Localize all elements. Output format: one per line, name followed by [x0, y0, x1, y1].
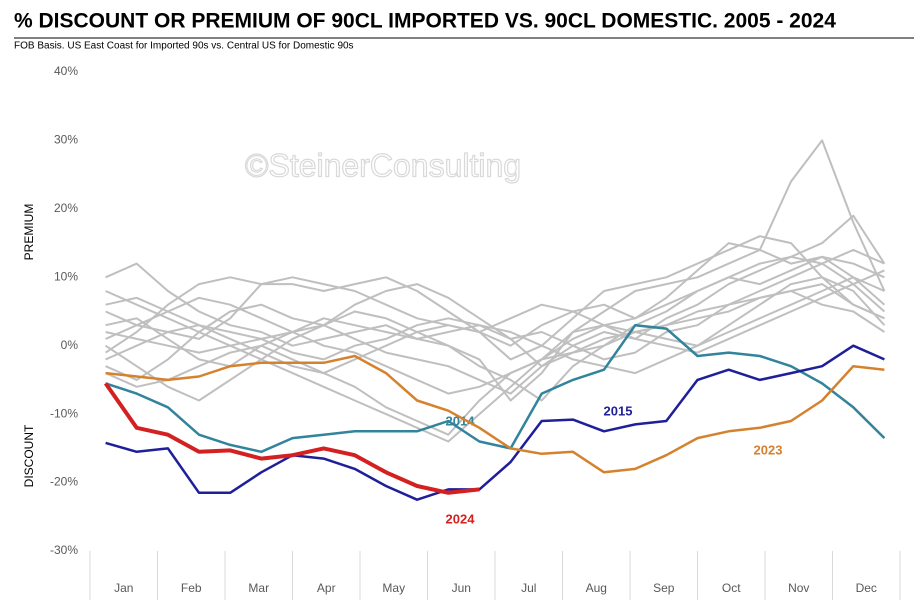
- chart-title: % DISCOUNT OR PREMIUM OF 90CL IMPORTED V…: [14, 10, 836, 33]
- y-tick-label: -30%: [50, 543, 78, 557]
- x-tick-label: Mar: [248, 581, 269, 595]
- y-tick-label: -20%: [50, 475, 78, 489]
- series-label: 2023: [754, 442, 783, 457]
- y-axis-label-top: PREMIUM: [22, 204, 36, 261]
- x-tick-label: Feb: [181, 581, 202, 595]
- y-tick-label: 20%: [54, 201, 78, 215]
- x-tick-label: Sep: [653, 581, 675, 595]
- series-line: [105, 269, 885, 395]
- series-line: [105, 283, 885, 368]
- x-tick-label: May: [382, 581, 405, 595]
- series-line: [105, 323, 886, 454]
- series-line: [105, 290, 885, 436]
- y-tick-label: 30%: [54, 133, 78, 147]
- series-label: 2014: [446, 413, 476, 428]
- series-label: 2015: [604, 403, 633, 418]
- y-tick-label: 40%: [54, 64, 78, 78]
- x-tick-label: Jan: [114, 581, 133, 595]
- x-tick-label: Oct: [722, 581, 741, 595]
- x-tick-label: Dec: [856, 581, 877, 595]
- x-tick-label: Jul: [521, 581, 536, 595]
- series-line: [105, 214, 886, 443]
- x-tick-label: Apr: [317, 581, 336, 595]
- x-tick-label: Nov: [788, 581, 809, 595]
- y-tick-label: -10%: [50, 406, 78, 420]
- series-line: [105, 255, 886, 402]
- series-line: [105, 276, 886, 375]
- series-line: [103, 382, 480, 495]
- series-label: 2024: [446, 511, 476, 526]
- y-tick-label: 10%: [54, 269, 78, 283]
- series-line: [105, 354, 885, 474]
- series-line: [105, 344, 885, 501]
- subtitle: FOB Basis. US East Coast for Imported 90…: [14, 41, 354, 52]
- x-tick-label: Aug: [586, 581, 607, 595]
- watermark: ©SteinerConsulting: [245, 147, 521, 183]
- series-line: [105, 242, 885, 347]
- series-line: [105, 276, 885, 375]
- x-tick-label: Jun: [452, 581, 471, 595]
- y-axis-label-bottom: DISCOUNT: [22, 424, 36, 487]
- series-line: [105, 235, 885, 361]
- y-tick-label: 0%: [61, 338, 79, 352]
